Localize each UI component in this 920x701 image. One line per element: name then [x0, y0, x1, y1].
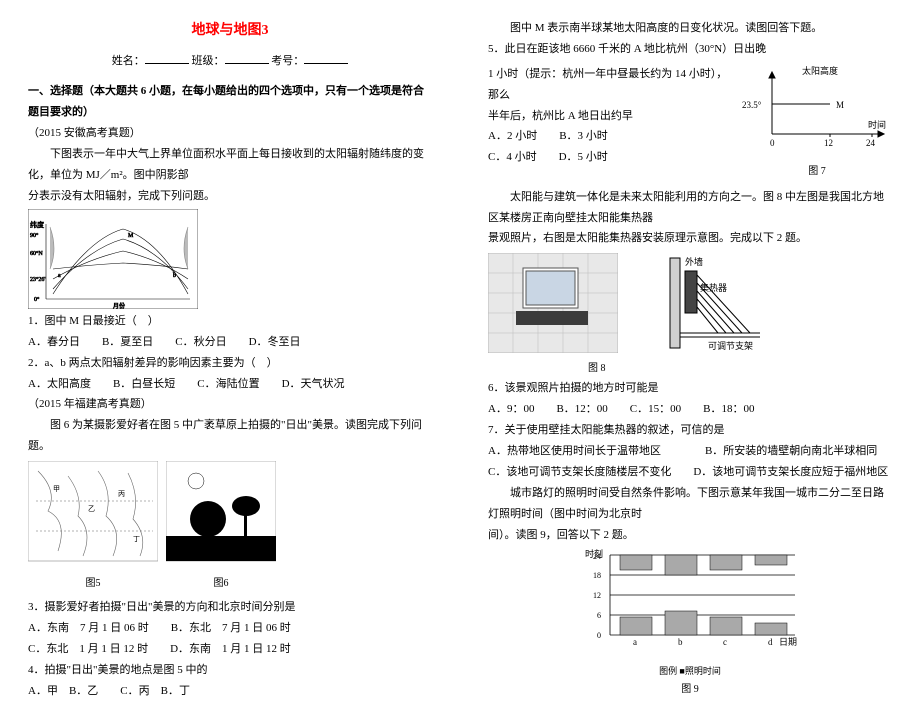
q2-opts: A．太阳高度 B．白昼长短 C．海陆位置 D．天气状况 — [28, 374, 432, 395]
g7-x2: 24 — [866, 138, 876, 148]
right-column: 图中 M 表示南半球某地太阳高度的日变化状况。读图回答下题。 5．此日在距该地 … — [460, 0, 920, 651]
g7-ylabel: 太阳高度 — [802, 65, 838, 76]
svg-text:丁: 丁 — [133, 535, 140, 543]
figure-9-legend: 图例 ■照明时间 — [488, 663, 892, 680]
g9-y1: 18 — [593, 571, 601, 580]
class-blank — [225, 52, 269, 64]
q5-line3: 半年后，杭州比 A 地日出约早 — [488, 106, 730, 127]
figure-9-caption: 图 9 — [488, 680, 892, 699]
g7-ytick: 23.5° — [742, 100, 762, 110]
q6: 6．该景观照片拍摄的地方时可能是 — [488, 378, 892, 399]
figure-7-wrap: 太阳高度 23.5° M 0 12 24 时间 图 7 — [742, 64, 892, 181]
q4-opts: A．甲 B．乙 C．丙 B．丁 — [28, 681, 432, 701]
q4: 4．拍摄"日出"美景的地点是图 5 中的 — [28, 660, 432, 681]
q5: 5．此日在距该地 6660 千米的 A 地比杭州（30°N）日出晚 — [488, 39, 892, 60]
figure-7: 太阳高度 23.5° M 0 12 24 时间 — [742, 64, 892, 154]
figure-9-wrap: 时刻 24 18 12 6 0 a b c d 日期 图例 ■照明时间 图 9 — [488, 545, 892, 699]
svg-text:60°N: 60°N — [30, 250, 43, 257]
exam-blank — [304, 52, 348, 64]
figure-8-left — [488, 253, 618, 353]
g9-y0: 24 — [593, 552, 601, 561]
svg-text:23°26': 23°26' — [30, 276, 45, 283]
q7: 7．关于使用壁挂太阳能集热器的叙述，可信的是 — [488, 420, 892, 441]
g9-xb: b — [678, 637, 683, 647]
svg-text:丙: 丙 — [118, 490, 125, 498]
section-heading: 一、选择题（本大题共 6 小题，在每小题给出的四个选项中，只有一个选项是符合题目… — [28, 81, 432, 123]
fig8-heater-label: 集热器 — [700, 282, 727, 293]
figure-8-right: 外墙 集热器 可调节支架 — [630, 253, 780, 353]
g9-y2: 12 — [593, 591, 601, 600]
q7b: C．该地可调节支架长度随楼层不变化 D．该地可调节支架长度应短于福州地区 — [488, 462, 892, 483]
figure-5-caption: 图5 — [28, 574, 158, 593]
svg-text:90°: 90° — [30, 232, 39, 239]
q5-opts2: C．4 小时 D．5 小时 — [488, 147, 730, 168]
q6-opts: A．9：00 B．12：00 C．15：00 B．18：00 — [488, 399, 892, 420]
q3: 3．摄影爱好者拍摄"日出"美景的方向和北京时间分别是 — [28, 597, 432, 618]
q3a: A．东南 7 月 1 日 06 时 B．东北 7 月 1 日 06 时 — [28, 618, 432, 639]
meta-line: 姓名： 班级： 考号： — [28, 51, 432, 72]
g7-xlabel: 时间 — [868, 119, 886, 130]
fig8-wall-label: 外墙 — [685, 256, 703, 267]
q1: 1．图中 M 日最接近（ ） — [28, 311, 432, 332]
p3a: 城市路灯的照明时间受自然条件影响。下图示意某年我国一城市二分二至日路灯照明时间（… — [488, 483, 892, 525]
g9-xd: d — [768, 637, 773, 647]
left-column: 地球与地图3 姓名： 班级： 考号： 一、选择题（本大题共 6 小题，在每小题给… — [0, 0, 460, 651]
figure-8-block: 外墙 集热器 可调节支架 — [488, 253, 892, 353]
p1: 图中 M 表示南半球某地太阳高度的日变化状况。读图回答下题。 — [488, 18, 892, 39]
source-1: （2015 安徽高考真题） — [28, 123, 432, 144]
figure-6 — [166, 461, 276, 566]
q5-opts1: A．2 小时 B．3 小时 — [488, 126, 730, 147]
figure-8-caption: 图 8 — [488, 359, 892, 378]
q1-opts: A．春分日 B．夏至日 C．秋分日 D．冬至日 — [28, 332, 432, 353]
p2b: 景观照片，右图是太阳能集热器安装原理示意图。完成以下 2 题。 — [488, 228, 892, 249]
svg-text:甲: 甲 — [53, 485, 60, 493]
intro-2: 图 6 为某摄影爱好者在图 5 中广袤草原上拍摄的"日出"美景。读图完成下列问题… — [28, 415, 432, 457]
q5-with-fig7: 1 小时（提示：杭州一年中昼最长约为 14 小时），那么 半年后，杭州比 A 地… — [488, 64, 892, 181]
g9-xlabel: 日期 — [779, 637, 797, 647]
q5-text-block: 1 小时（提示：杭州一年中昼最长约为 14 小时），那么 半年后，杭州比 A 地… — [488, 64, 730, 168]
figure-9: 时刻 24 18 12 6 0 a b c d 日期 — [575, 545, 805, 655]
g7-x1: 12 — [824, 138, 833, 148]
figure-5: 甲 乙 丙 丁 — [28, 461, 158, 566]
g9-xc: c — [723, 637, 727, 647]
q7a: A．热带地区使用时间长于温带地区 B．所安装的墙壁朝向南北半球相同 — [488, 441, 892, 462]
source-2: （2015 年福建高考真题） — [28, 394, 432, 415]
intro-1b: 分表示没有太阳辐射，完成下列问题。 — [28, 186, 432, 207]
figure-5-6-block: 甲 乙 丙 丁 图5 图6 — [28, 461, 432, 593]
figure-6-wrap: 图6 — [166, 461, 276, 593]
q5-line2: 1 小时（提示：杭州一年中昼最长约为 14 小时），那么 — [488, 64, 730, 106]
g7-m: M — [836, 100, 844, 110]
p3b: 间）。读图 9，回答以下 2 题。 — [488, 525, 892, 546]
intro-1a: 下图表示一年中大气上界单位面积水平面上每日接收到的太阳辐射随纬度的变化，单位为 … — [28, 144, 432, 186]
svg-text:乙: 乙 — [88, 505, 95, 513]
g9-y4: 0 — [597, 631, 601, 640]
q3b: C．东北 1 月 1 日 12 时 D．东南 1 月 1 日 12 时 — [28, 639, 432, 660]
svg-text:0°: 0° — [34, 296, 40, 303]
svg-text:M: M — [128, 233, 134, 239]
svg-text:a: a — [58, 273, 61, 279]
doc-title: 地球与地图3 — [28, 18, 432, 45]
g7-x0: 0 — [770, 138, 775, 148]
g9-xa: a — [633, 637, 637, 647]
exam-label: 考号： — [271, 55, 304, 67]
page: 地球与地图3 姓名： 班级： 考号： 一、选择题（本大题共 6 小题，在每小题给… — [0, 0, 920, 651]
g9-y3: 6 — [597, 611, 601, 620]
svg-text:b: b — [173, 273, 176, 279]
name-blank — [145, 52, 189, 64]
figure-1: 纬度 90° 60°N 23°26' 0° a M b 月份 — [28, 209, 198, 309]
figure-6-caption: 图6 — [166, 574, 276, 593]
class-label: 班级： — [192, 55, 225, 67]
svg-text:月份: 月份 — [113, 302, 125, 309]
svg-text:纬度: 纬度 — [30, 220, 44, 229]
p2a: 太阳能与建筑一体化是未来太阳能利用的方向之一。图 8 中左图是我国北方地区某楼房… — [488, 187, 892, 229]
q2: 2．a、b 两点太阳辐射差异的影响因素主要为（ ） — [28, 353, 432, 374]
name-label: 姓名： — [112, 55, 145, 67]
figure-7-caption: 图 7 — [742, 162, 892, 181]
figure-5-wrap: 甲 乙 丙 丁 图5 — [28, 461, 158, 593]
fig8-bracket-label: 可调节支架 — [708, 340, 753, 351]
